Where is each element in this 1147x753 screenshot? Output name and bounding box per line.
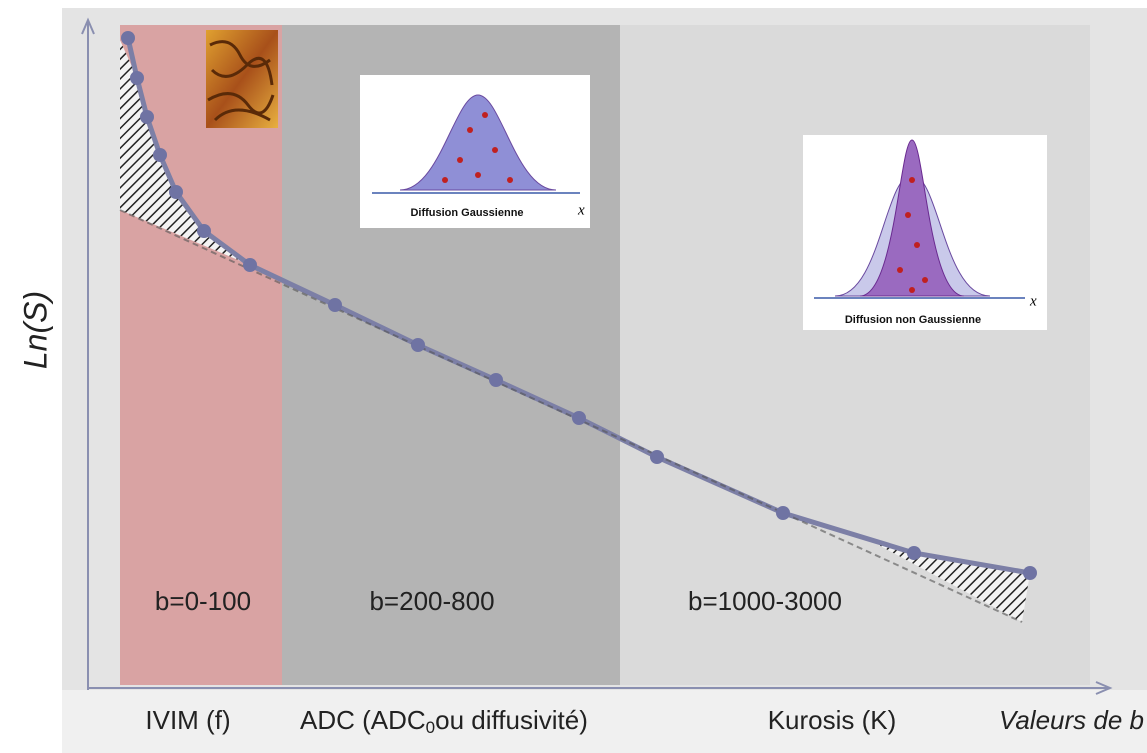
tissue-image	[206, 30, 278, 128]
axes	[81, 17, 1113, 695]
point	[197, 224, 211, 238]
inset-axis-label: x	[1029, 293, 1037, 309]
point	[572, 411, 586, 425]
point	[243, 258, 257, 272]
tissue-bg	[206, 30, 278, 128]
hatch-kurtosis	[860, 535, 1030, 622]
particles	[442, 112, 513, 183]
x-arrow	[1095, 681, 1113, 695]
label-strip	[62, 690, 1147, 753]
gaussian-curve	[399, 94, 557, 191]
region-label: Kurosis (K)	[768, 705, 897, 735]
tissue-fibers	[207, 40, 275, 122]
particles	[897, 177, 928, 293]
point	[489, 373, 503, 387]
inset-caption: Diffusion Gaussienne	[410, 207, 523, 219]
inset-non-gaussian: Diffusion non Gaussienne x	[803, 135, 1047, 330]
points	[121, 31, 1037, 580]
point	[907, 546, 921, 560]
hatch-ivim	[120, 40, 250, 265]
point	[169, 185, 183, 199]
range-label: b=0-100	[155, 586, 251, 616]
label-suffix: ou diffusivité)	[435, 705, 588, 735]
point	[1023, 566, 1037, 580]
point	[140, 110, 154, 124]
region-label: IVIM (f)	[145, 705, 230, 735]
point	[153, 148, 167, 162]
inset-caption: Diffusion non Gaussienne	[845, 314, 981, 326]
point	[130, 71, 144, 85]
point	[328, 298, 342, 312]
label-subscript: 0	[426, 718, 435, 737]
label-prefix: ADC (ADC	[300, 705, 426, 735]
inset-axis-label: x	[577, 202, 585, 218]
range-label: b=1000-3000	[688, 586, 842, 616]
y-arrow	[81, 17, 95, 35]
y-axis-label: Ln(S)	[17, 291, 53, 369]
mono-exponential-line	[119, 209, 1023, 623]
range-label: b=200-800	[369, 586, 494, 616]
non-gaussian-curve	[859, 139, 965, 297]
point	[776, 506, 790, 520]
region-label: ADC (ADC0ou diffusivité)	[300, 705, 588, 738]
x-axis-label: Valeurs de b	[999, 705, 1144, 735]
point	[411, 338, 425, 352]
point	[121, 31, 135, 45]
inset-gaussian: Diffusion Gaussienne x	[360, 75, 590, 228]
point	[650, 450, 664, 464]
